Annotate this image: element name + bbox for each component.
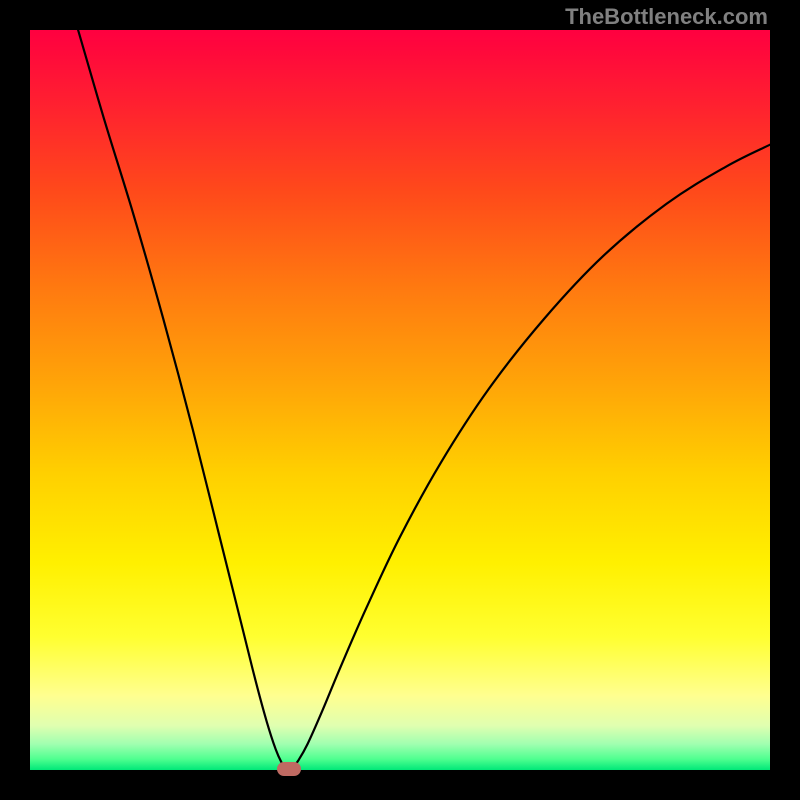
curve-left-branch	[78, 30, 286, 769]
bottleneck-curve	[30, 30, 770, 770]
plot-area	[30, 30, 770, 770]
curve-right-branch	[292, 145, 770, 769]
minimum-marker	[277, 762, 301, 776]
watermark-text: TheBottleneck.com	[565, 4, 768, 30]
